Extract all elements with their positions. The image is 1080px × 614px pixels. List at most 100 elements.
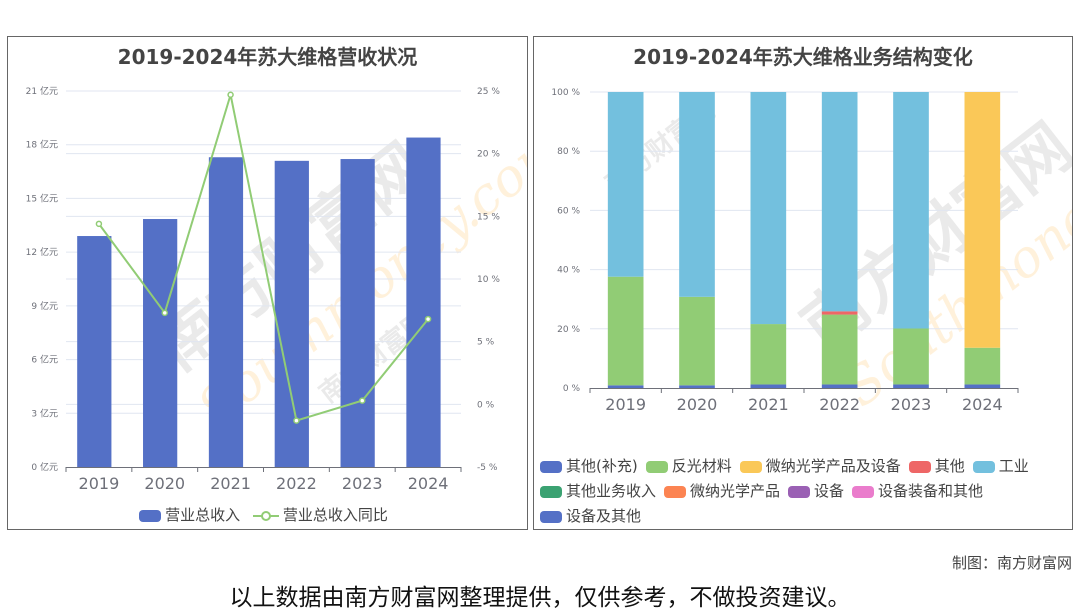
legend-swatch — [852, 485, 875, 498]
point-revenue-yoy-2024 — [424, 315, 432, 323]
legend-swatch — [540, 510, 562, 523]
stack-segment-2022-0 — [821, 384, 858, 388]
stack-segment-2022-3 — [821, 311, 858, 315]
legend-item[interactable]: 其他 — [908, 454, 965, 479]
legend-item[interactable]: 设备 — [788, 479, 844, 504]
stack-segment-2022-1 — [821, 314, 858, 385]
legend-label: 反光材料 — [671, 457, 732, 475]
chart-title: 2019-2024年苏大维格业务结构变化 — [633, 45, 973, 69]
legend-swatch — [972, 460, 995, 473]
y-left-tick-label: 15 亿元 — [26, 192, 58, 204]
structure-chart: 0 % 20 % 40 % 60 % 80 % 100 % 2019 2020 2021 2022… — [551, 88, 1019, 414]
point-revenue-yoy-2020 — [161, 309, 168, 317]
legend: 营业总收入 营业总收入同比 — [8, 503, 527, 528]
stack-segment-2024-0 — [964, 384, 1001, 388]
bar-revenue-2021 — [208, 157, 244, 467]
legend-label: 工业 — [998, 457, 1029, 475]
legend-item[interactable]: 反光材料 — [645, 454, 732, 479]
y-left-tick-label: 18 亿元 — [26, 139, 58, 151]
legend-swatch — [908, 460, 931, 473]
legend-swatch — [739, 460, 762, 473]
revenue-chart-panel: 南方财富网 Southmoney.com 南方财富网 2019-2024年苏大维… — [7, 36, 528, 530]
legend-label: 其他(补充) — [566, 457, 638, 475]
y-left-tick-label: 21 亿元 — [26, 85, 58, 97]
y-left-tick-label: 3 亿元 — [31, 407, 58, 419]
chart-credit: 制图：南方财富网 — [951, 554, 1072, 572]
x-tick-label: 2022 — [276, 474, 317, 493]
y-tick-label: 0 % — [563, 384, 581, 394]
legend-label: 其他 — [934, 457, 965, 475]
legend-item[interactable]: 其他业务收入 — [540, 479, 656, 504]
y-tick-label: 100 % — [551, 88, 580, 98]
legend-label: 微纳光学产品及设备 — [765, 457, 901, 475]
legend-item[interactable]: 其他(补充) — [540, 454, 638, 479]
y-tick-label: 40 % — [557, 266, 580, 276]
stack-segment-2020-4 — [679, 92, 715, 297]
legend-label: 其他业务收入 — [566, 482, 657, 500]
legend-item[interactable]: 微纳光学产品 — [664, 479, 780, 504]
bar-revenue-2024 — [406, 137, 441, 468]
x-tick-label: 2024 — [408, 474, 449, 493]
legend-label: 微纳光学产品 — [690, 482, 781, 500]
x-tick-label: 2021 — [210, 474, 251, 493]
y-right-tick-label: 25 % — [477, 87, 500, 97]
legend-swatch — [540, 485, 562, 498]
stack-segment-2023-1 — [893, 328, 929, 385]
stack-segment-2024-1 — [964, 347, 1001, 385]
y-tick-label: 60 % — [557, 206, 580, 216]
bar-revenue-2023 — [340, 159, 375, 467]
chart-title: 2019-2024年苏大维格营收状况 — [117, 45, 418, 69]
legend-item[interactable]: 设备装备和其他 — [852, 479, 983, 504]
legend-item-revenue-yoy[interactable]: 营业总收入同比 — [252, 503, 388, 528]
stack-segment-2020-1 — [679, 296, 715, 386]
disclaimer: 以上数据由南方财富网整理提供，仅供参考，不做投资建议。 — [229, 585, 851, 611]
y-tick-label: 80 % — [557, 147, 580, 157]
line-marker-icon — [252, 510, 279, 521]
stack-segment-2021-4 — [750, 92, 787, 325]
y-left-tick-label: 6 亿元 — [31, 354, 58, 366]
y-left-tick-label: 12 亿元 — [26, 246, 58, 258]
x-tick-label: 2023 — [891, 395, 932, 414]
business-structure-chart-panel: 南方财富网 Southmoney.com 南方财富网 2019-2024年苏大维… — [533, 36, 1073, 530]
legend-swatch — [788, 485, 811, 498]
x-tick-label: 2019 — [605, 395, 646, 414]
legend-item-revenue[interactable]: 营业总收入 — [139, 503, 240, 528]
legend-item[interactable]: 设备及其他 — [540, 504, 641, 529]
line-revenue-yoy — [98, 94, 429, 422]
legend-swatch — [139, 509, 162, 522]
legend-label: 设备装备和其他 — [878, 482, 984, 500]
stack-segment-2024-2 — [964, 92, 1001, 348]
bar-revenue-2019 — [77, 236, 112, 467]
stack-segment-2019-0 — [607, 385, 644, 388]
x-tick-label: 2019 — [79, 474, 120, 493]
point-revenue-yoy-2019 — [95, 220, 103, 228]
stack-segment-2021-1 — [750, 324, 787, 385]
stack-segment-2022-4 — [821, 92, 858, 312]
bar-revenue-2020 — [143, 219, 178, 467]
point-revenue-yoy-2021 — [227, 91, 234, 99]
x-tick-label: 2021 — [748, 395, 789, 414]
y-right-tick-label: 10 % — [477, 275, 500, 285]
bar-revenue-2022 — [274, 160, 309, 467]
legend-label: 营业总收入 — [165, 506, 241, 524]
stack-segment-2021-0 — [750, 384, 787, 388]
y-right-tick-label: 0 % — [477, 400, 495, 410]
y-right-tick-label: 20 % — [477, 150, 500, 160]
legend: 其他(补充) 反光材料 微纳光学产品及设备 其他 工业其他业务收入 微纳光学产品 设备 设备装… — [540, 454, 1068, 529]
y-right-tick-label: -5 % — [477, 463, 498, 473]
legend-label: 营业总收入同比 — [282, 506, 388, 524]
y-tick-label: 20 % — [557, 325, 580, 335]
legend-item[interactable]: 工业 — [972, 454, 1029, 479]
stack-segment-2020-0 — [679, 385, 715, 388]
legend-swatch — [664, 485, 687, 498]
x-tick-label: 2020 — [144, 474, 185, 493]
x-tick-label: 2020 — [677, 395, 718, 414]
y-right-tick-label: 15 % — [477, 212, 500, 222]
x-tick-label: 2022 — [819, 395, 860, 414]
stack-segment-2023-4 — [893, 92, 929, 329]
point-revenue-yoy-2023 — [359, 397, 366, 404]
legend-item[interactable]: 微纳光学产品及设备 — [739, 454, 901, 479]
revenue-chart: 0 亿元 3 亿元 6 亿元 9 亿元 12 亿元 15 亿元 18 亿元 21 亿元 -5 %… — [26, 85, 501, 493]
y-left-tick-label: 0 亿元 — [31, 461, 58, 473]
legend-label: 设备 — [814, 482, 845, 500]
